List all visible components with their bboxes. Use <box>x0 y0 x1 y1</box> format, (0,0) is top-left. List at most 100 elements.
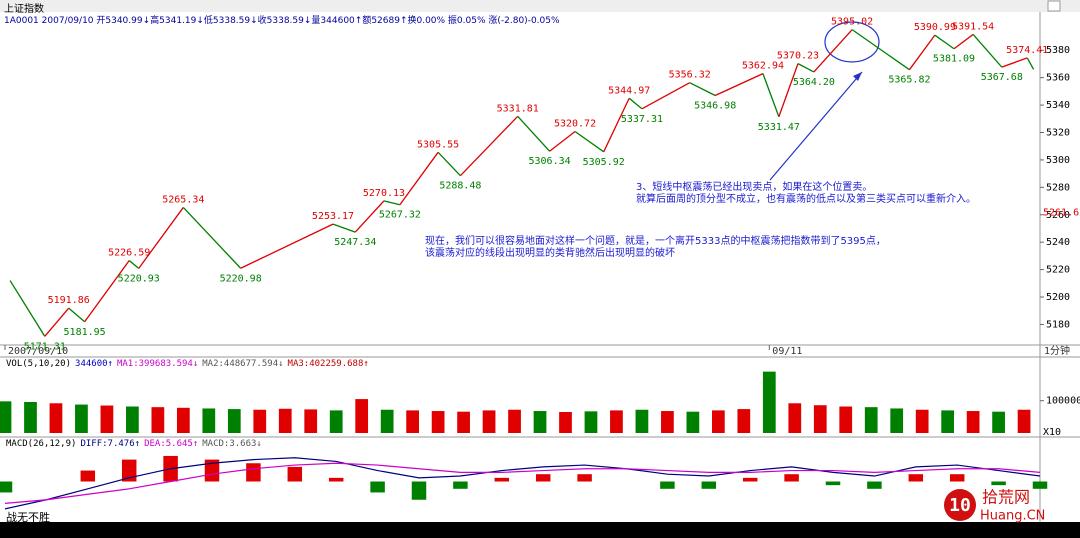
volume-bar <box>992 411 1005 433</box>
macd-bar <box>908 474 924 482</box>
volume-bar <box>406 410 419 433</box>
price-segment <box>778 63 799 117</box>
macd-bar <box>328 477 344 482</box>
info-line: 1A0001 2007/09/10 开5340.99↓高5341.19↓低533… <box>4 16 560 26</box>
volume-bar <box>253 409 267 433</box>
price-segment <box>714 73 764 97</box>
volume-bar <box>355 399 369 433</box>
volume-bar <box>24 401 37 433</box>
pivot-label: 5331.47 <box>758 122 800 133</box>
legend-item: MA3:402259.688↑ <box>287 359 369 369</box>
annotation-line: 该震荡对应的线段出现明显的类背驰然后出现明显的破坏 <box>425 248 675 259</box>
price-segment <box>934 34 955 50</box>
pivot-label: 5320.72 <box>554 119 596 130</box>
volume-bar <box>533 411 547 433</box>
pivot-label: 5288.48 <box>439 181 481 192</box>
pivot-label: 5331.81 <box>497 103 539 114</box>
pivot-label: 5395.02 <box>831 17 873 28</box>
pivot-label: 5365.82 <box>888 75 930 86</box>
y-tick-label: 5360 <box>1046 73 1070 84</box>
pivot-label: 5390.99 <box>914 22 956 33</box>
price-segment <box>813 29 853 73</box>
macd-bar <box>742 477 758 482</box>
macd-bar <box>370 481 385 493</box>
price-segment <box>574 130 605 153</box>
pivot-label: 5181.95 <box>64 327 106 338</box>
annotation-line: 现在，我们可以很容易地面对这样一个问题，就是，一个离开5333点的中枢震荡把指数… <box>425 236 886 247</box>
watermark-domain: Huang.CN <box>980 509 1045 524</box>
volume-bar <box>49 403 63 433</box>
price-segment <box>797 63 815 73</box>
annotation: 现在，我们可以很容易地面对这样一个问题，就是，一个离开5333点的中枢震荡把指数… <box>425 236 886 260</box>
price-segment <box>851 29 910 71</box>
price-segment <box>972 33 1003 68</box>
macd-bar <box>535 474 551 482</box>
price-segment <box>182 206 242 269</box>
price-segment <box>68 307 86 323</box>
volume-bar <box>788 403 802 433</box>
volume-bar <box>304 409 318 433</box>
macd-bar <box>1032 481 1048 489</box>
y-tick-label: 5240 <box>1046 237 1070 248</box>
price-segment <box>399 151 439 206</box>
volume-bar <box>0 401 12 433</box>
volume-bar <box>482 410 496 433</box>
price-segment <box>1001 57 1028 68</box>
pivot-label: 5374.41 <box>1006 45 1048 56</box>
pivot-label: 5391.54 <box>952 21 994 32</box>
x-tick-label: 09/11 <box>772 346 802 357</box>
volume-bar <box>75 404 88 433</box>
pivot-label: 5364.20 <box>793 77 835 88</box>
price-segment <box>1026 57 1035 70</box>
y-tick-label: 5380 <box>1046 45 1070 56</box>
macd-bar <box>204 459 220 482</box>
pivot-label: 5220.93 <box>118 273 160 284</box>
macd-bar <box>411 481 427 500</box>
volume-bar <box>635 409 649 433</box>
volume-bar <box>508 409 521 433</box>
y-tick-label: 5340 <box>1046 100 1070 111</box>
y-tick-label: 5260 <box>1046 210 1070 221</box>
volume-bar <box>711 410 725 433</box>
volume-bar <box>813 405 827 433</box>
volume-bar <box>610 410 623 433</box>
pivot-label: 5267.32 <box>379 210 421 221</box>
price-segment <box>517 115 551 152</box>
macd-legend: MACD(26,12,9) DIFF:7.476↑ DEA:5.645↑ MACD:3… <box>6 439 266 449</box>
volume-bar <box>584 411 598 433</box>
legend-item: VOL(5,10,20) <box>6 359 72 369</box>
volume-bar <box>864 407 878 433</box>
pivot-label: 5265.34 <box>162 194 204 205</box>
window-button[interactable] <box>1047 0 1061 12</box>
pivot-label: 5381.09 <box>933 54 975 65</box>
price-segment <box>689 82 716 97</box>
macd-bar <box>949 474 965 482</box>
pivot-label: 5253.17 <box>312 211 354 222</box>
pivot-label: 5367.68 <box>981 72 1023 83</box>
bottom-bar <box>0 522 1080 538</box>
pivot-label: 5344.97 <box>608 85 650 96</box>
price-segment <box>762 73 780 118</box>
scale-label: X10 <box>1043 427 1061 438</box>
volume-bar <box>559 412 572 433</box>
price-segment <box>44 307 70 337</box>
ref-level-label: 5261.6 <box>1043 208 1079 219</box>
macd-bar <box>453 481 468 489</box>
y-tick-label: 5280 <box>1046 182 1070 193</box>
pivot-label: 5306.34 <box>528 156 570 167</box>
price-segment <box>459 115 519 177</box>
pivot-label: 5362.94 <box>742 61 784 72</box>
legend-item: MA1:399683.594↓ <box>116 359 199 369</box>
price-segment <box>240 223 334 269</box>
volume-bar <box>457 411 470 433</box>
macd-bar <box>287 466 303 482</box>
period-label: 1分钟 <box>1044 344 1070 357</box>
legend-item: MACD:3.663↓ <box>202 439 262 449</box>
price-segment <box>641 82 691 110</box>
price-segment <box>628 97 643 110</box>
arrow-head <box>853 72 862 81</box>
legend-item: DEA:5.645↑ <box>144 439 199 449</box>
volume-bar <box>126 406 139 433</box>
